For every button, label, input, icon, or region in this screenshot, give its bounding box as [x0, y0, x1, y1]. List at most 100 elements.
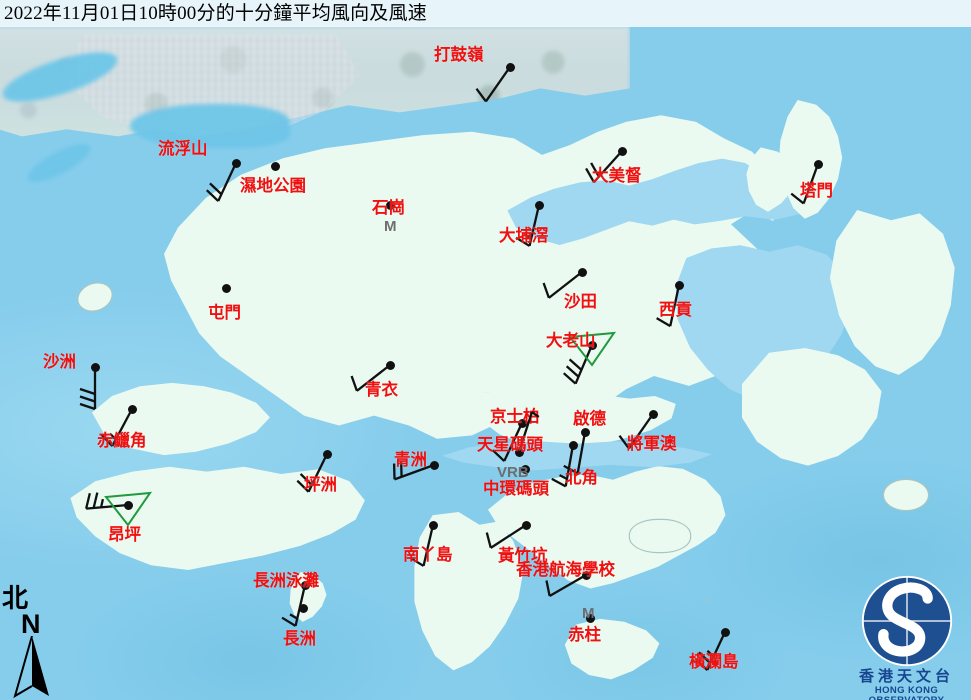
station-label: 大美督 [592, 166, 642, 185]
station-dot [127, 404, 137, 414]
station-dot [521, 520, 531, 530]
station-dot [385, 200, 395, 210]
wind-barb [205, 162, 238, 202]
compass-rose: 北 N [2, 586, 72, 700]
station-dot [568, 440, 578, 450]
station-label: 昂坪 [108, 525, 141, 544]
station-label: 青衣 [365, 380, 398, 399]
compass-label-en: N [21, 609, 41, 639]
station-dot [587, 340, 597, 350]
station-label: 橫瀾島 [689, 652, 739, 671]
station-label: 赤鱲角 [97, 431, 147, 450]
wind-barb [85, 492, 129, 510]
station-label: 西貢 [659, 300, 692, 319]
station-label: 沙洲 [43, 352, 76, 371]
station-label: 香港航海學校 [516, 560, 615, 579]
wind-barb [392, 460, 435, 481]
station-dot [221, 283, 231, 293]
station-label: 將軍澳 [627, 434, 677, 453]
station-label: 沙田 [564, 292, 597, 311]
station-dot [300, 580, 310, 590]
hko-name-en: HONG KONG OBSERVATORY [869, 684, 944, 700]
wind-barb [790, 163, 820, 205]
station-dot [577, 267, 587, 277]
station-dot [585, 613, 595, 623]
station-label: 赤柱 [568, 625, 601, 644]
station-wind-flag: VRB [497, 464, 529, 481]
station-dot [813, 159, 823, 169]
station-label: 啟德 [573, 409, 606, 428]
station-dot [505, 62, 515, 72]
wind-barb [100, 408, 134, 447]
station-label: 長洲 [283, 629, 316, 648]
hko-logo-icon [861, 575, 952, 667]
station-dot [580, 427, 590, 437]
wind-barb [563, 431, 587, 475]
station-label: 京士柏 [490, 407, 540, 426]
station-label: 天星碼頭 [477, 435, 543, 454]
mainland-bay-water [130, 104, 290, 148]
station-dot [385, 360, 395, 370]
station-label: 中環碼頭 [483, 479, 549, 498]
station-wind-flag: M [582, 605, 595, 622]
wind-barb [79, 367, 97, 411]
station-dot [648, 409, 658, 419]
station-label: 北角 [565, 468, 598, 487]
station-dot [517, 418, 527, 428]
station-label: 大老山 [546, 331, 596, 350]
wind-barb [694, 631, 727, 671]
wind-barb [296, 453, 329, 493]
station-dot [534, 200, 544, 210]
station-label: 坪洲 [304, 475, 337, 494]
station-dot [617, 146, 627, 156]
wind-barb [562, 344, 594, 385]
station-dot [581, 570, 591, 580]
station-label: 黃竹坑 [498, 546, 548, 565]
hko-logo: 香港天文台 HONG KONG OBSERVATORY [842, 572, 971, 700]
station-wind-flag: M [384, 218, 397, 235]
station-dot [90, 362, 100, 372]
station-dot [429, 460, 439, 470]
station-label: 長洲泳灘 [253, 571, 319, 590]
wind-barb [542, 271, 583, 299]
station-label: 大埔滘 [499, 226, 549, 245]
wind-barb [475, 66, 511, 103]
station-dot [298, 603, 308, 613]
station-dot [520, 464, 530, 474]
land-islet-c [884, 480, 928, 510]
station-dot [720, 627, 730, 637]
wind-barb [409, 524, 435, 567]
station-dot [231, 158, 241, 168]
wind-barb [551, 444, 575, 488]
station-dot [270, 161, 280, 171]
elevated-station-marker-icon [104, 491, 153, 527]
station-label: 石崗 [372, 198, 405, 217]
wind-barb [517, 411, 540, 453]
station-dot [123, 500, 133, 510]
wind-barb [545, 574, 587, 597]
wind-barb [618, 413, 654, 450]
station-label: 流浮山 [158, 139, 208, 158]
station-label: 青洲 [394, 450, 427, 469]
wind-barb [515, 204, 541, 247]
station-label: 打鼓嶺 [434, 45, 484, 64]
station-dot [428, 520, 438, 530]
compass-label-cn: 北 [2, 584, 29, 613]
station-dot [322, 449, 332, 459]
wind-barb [485, 524, 527, 549]
page-title: 2022年11月01日10時00分的十分鐘平均風向及風速 [0, 0, 971, 27]
wind-barb [350, 364, 391, 392]
station-dot [674, 280, 684, 290]
elevated-station-marker-icon [568, 331, 617, 367]
hko-name-cn: 香港天文台 [858, 669, 954, 685]
station-label: 南丫島 [403, 545, 453, 564]
north-arrow-icon [13, 636, 49, 699]
station-label: 濕地公園 [240, 176, 306, 195]
land-islet-b [630, 520, 690, 552]
station-label: 屯門 [208, 303, 241, 322]
wind-barb [491, 422, 524, 462]
station-dot [514, 447, 524, 457]
station-label: 塔門 [800, 181, 833, 200]
wind-barb [585, 150, 623, 183]
